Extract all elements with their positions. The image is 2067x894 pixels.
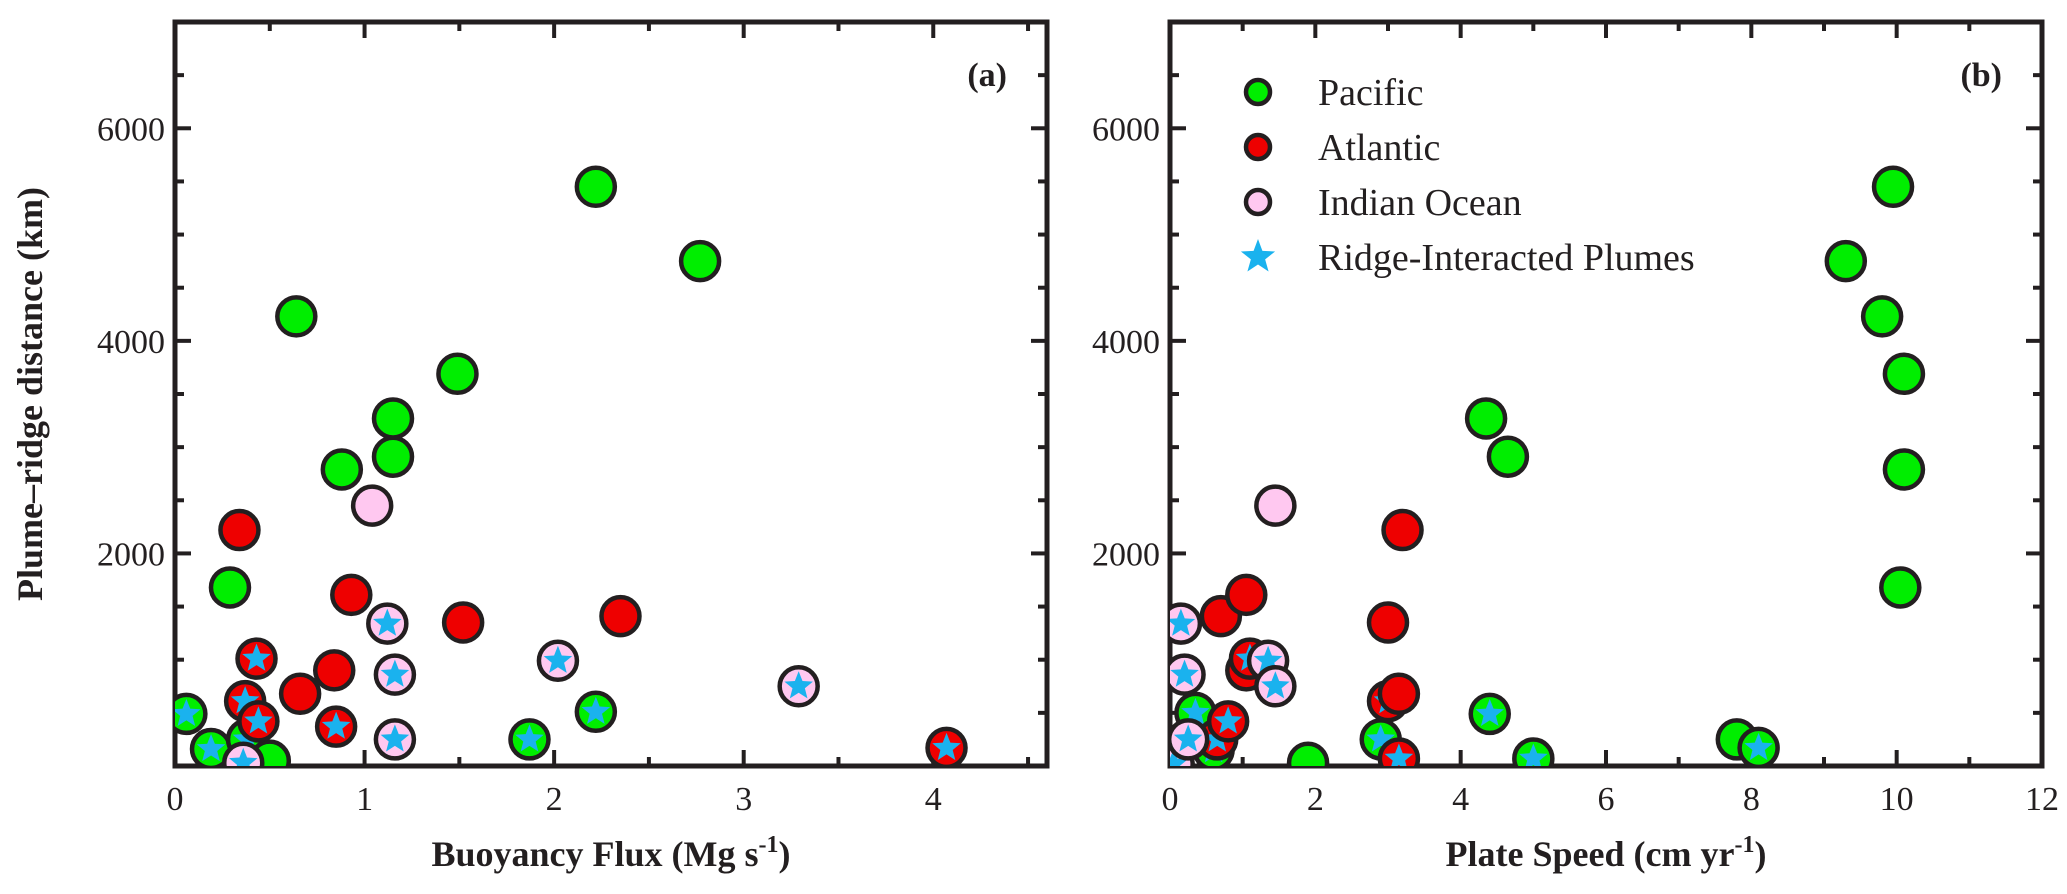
panel-b: 0 2 4 6 8 10 12 2000 4000 6000 Plate Speed (cm yr-… xyxy=(1092,19,2059,874)
ridge-star-marker xyxy=(784,671,813,699)
point-pacific xyxy=(371,435,415,478)
ridge-star-marker xyxy=(1261,671,1290,699)
point-pacific xyxy=(1824,239,1868,283)
y-tick-label: 4000 xyxy=(1092,324,1160,361)
legend-label: Ridge-Interacted Plumes xyxy=(1318,237,1695,279)
ridge-star-marker xyxy=(1366,724,1395,752)
point-pacific xyxy=(1860,295,1904,338)
point-pacific xyxy=(1286,741,1330,766)
data-points xyxy=(175,165,968,766)
y-tick-label: 6000 xyxy=(1092,111,1160,148)
ridge-star-marker xyxy=(1744,732,1773,761)
plot-frame xyxy=(1167,19,2045,769)
point-pacific xyxy=(371,397,415,440)
point-atlantic xyxy=(441,601,485,644)
ridge-star-marker xyxy=(373,608,402,636)
ridge-star-marker xyxy=(175,698,201,727)
ridge-star-marker xyxy=(543,645,573,673)
ridge-star-marker xyxy=(515,724,544,752)
point-pacific xyxy=(1871,165,1915,208)
x-axis-title: Buoyancy Flux (Mg s-1) xyxy=(431,832,790,874)
y-tick-label: 6000 xyxy=(97,111,165,148)
legend-marker xyxy=(1243,187,1273,217)
ridge-star-marker xyxy=(1384,743,1414,766)
point-pacific xyxy=(320,448,364,491)
y-tick-label: 2000 xyxy=(1092,536,1160,573)
x-tick-label: 1 xyxy=(356,781,373,818)
ridge-star-marker xyxy=(932,732,961,761)
point-pacific xyxy=(1882,448,1926,491)
x-tick-label: 2 xyxy=(1307,781,1324,818)
x-tick-label: 0 xyxy=(1162,781,1179,818)
point-pacific xyxy=(1879,566,1922,609)
x-tick-label: 8 xyxy=(1743,781,1760,818)
ridge-star-marker xyxy=(242,643,271,671)
point-pacific xyxy=(1882,352,1926,396)
x-tick-label: 4 xyxy=(925,781,942,818)
x-tick-label: 10 xyxy=(1880,781,1914,818)
ridge-star-marker xyxy=(380,659,410,687)
ridge-star-marker xyxy=(230,686,260,714)
point-atlantic xyxy=(1225,573,1268,617)
x-tick-label: 2 xyxy=(546,781,563,818)
point-pacific xyxy=(208,566,252,609)
legend: Pacific Atlantic Indian Ocean Ridge-Interac… xyxy=(1240,72,1695,279)
ridge-star-marker xyxy=(1170,608,1196,636)
point-atlantic xyxy=(218,508,261,552)
legend-marker xyxy=(1243,132,1273,162)
point-atlantic xyxy=(330,573,373,617)
ridge-star-marker xyxy=(380,724,410,752)
ridge-star-marker xyxy=(1170,659,1199,687)
point-atlantic xyxy=(278,672,322,715)
point-atlantic xyxy=(1381,508,1424,552)
panel-label: (a) xyxy=(967,57,1007,94)
point-pacific xyxy=(678,239,722,283)
ridge-star-marker xyxy=(1181,697,1210,725)
point-atlantic xyxy=(1377,672,1421,715)
point-indian-ocean xyxy=(1254,484,1297,527)
x-tick-label: 6 xyxy=(1598,781,1615,818)
ridge-star-marker xyxy=(321,711,351,739)
axis-ticks xyxy=(173,20,1047,768)
panel-label: (b) xyxy=(1960,57,2002,94)
x-tick-label: 12 xyxy=(2025,781,2059,818)
y-tick-label: 2000 xyxy=(97,536,165,573)
legend-label: Pacific xyxy=(1318,72,1424,114)
x-axis-title: Plate Speed (cm yr-1) xyxy=(1446,832,1767,874)
ridge-star-marker xyxy=(1253,645,1283,673)
y-tick-label: 4000 xyxy=(97,324,165,361)
point-pacific xyxy=(574,165,618,208)
ridge-star-marker xyxy=(1519,743,1548,766)
ridge-star-marker xyxy=(1173,724,1203,752)
point-pacific xyxy=(436,352,479,396)
point-indian-ocean xyxy=(350,484,394,527)
x-tick-label: 4 xyxy=(1452,781,1469,818)
point-pacific xyxy=(1486,435,1530,478)
point-atlantic xyxy=(599,594,642,638)
point-atlantic xyxy=(1366,601,1410,644)
panel-a: 0 1 2 3 4 2000 4000 6000 Buoyancy Flux (Mg s-1) P… xyxy=(10,19,1050,874)
ridge-star-marker xyxy=(196,733,226,762)
ridge-star-marker xyxy=(1213,706,1243,734)
legend-marker xyxy=(1243,77,1273,107)
x-tick-label: 3 xyxy=(735,781,752,818)
point-pacific xyxy=(275,295,318,338)
point-atlantic xyxy=(312,649,356,692)
ridge-star-marker xyxy=(228,747,258,766)
data-points xyxy=(1170,165,1926,766)
ridge-star-marker xyxy=(581,696,611,724)
point-pacific xyxy=(1464,397,1508,440)
legend-star-marker xyxy=(1240,239,1276,272)
ridge-star-marker xyxy=(244,706,273,734)
x-tick-label: 0 xyxy=(167,781,184,818)
y-axis-title: Plume–ridge distance (km) xyxy=(10,187,50,601)
legend-label: Indian Ocean xyxy=(1318,182,1522,224)
ridge-star-marker xyxy=(1475,698,1504,727)
axis-ticks xyxy=(1168,20,2044,768)
legend-label: Atlantic xyxy=(1318,127,1440,169)
plot-frame xyxy=(172,19,1050,769)
